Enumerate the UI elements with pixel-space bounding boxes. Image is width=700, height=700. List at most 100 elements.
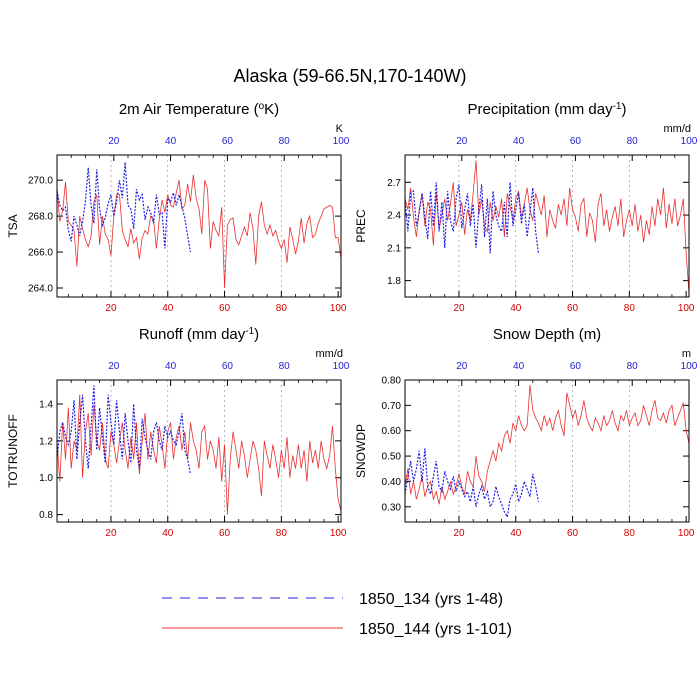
series-line-1850-144	[57, 174, 341, 289]
series-line-1850-134	[405, 448, 540, 519]
y-axis-label-precipitation: PREC	[354, 209, 368, 243]
y-tick-label: 0.70	[382, 401, 402, 412]
panel-snow-depth: Snow Depth (m) m SNOWDP 20 40 60 80 100 20 40 60 80…	[354, 326, 698, 539]
x-tick-label-top: 20	[456, 361, 468, 372]
y-tick-label: 1.4	[39, 399, 53, 410]
series-line-1850-134	[57, 385, 192, 475]
y-tick-label: 266.0	[28, 248, 53, 259]
y-tick-label: 1.8	[387, 276, 401, 287]
x-tick-label-top: 40	[513, 136, 525, 147]
x-tick-label-bottom: 40	[510, 528, 522, 539]
panel-title-precipitation: Precipitation (mm day-1)	[468, 101, 627, 119]
unit-label-air-temperature: K	[336, 123, 344, 135]
x-tick-label-top: 20	[108, 136, 120, 147]
y-tick-label: 0.50	[382, 452, 402, 463]
plot-frame	[404, 379, 690, 523]
unit-label-precipitation: mm/d	[664, 123, 692, 135]
x-tick-label-bottom: 100	[330, 303, 347, 314]
y-tick-label: 0.30	[382, 502, 402, 513]
y-tick-label: 264.0	[28, 284, 53, 295]
unit-label-runoff: mm/d	[316, 348, 344, 360]
x-tick-label-bottom: 60	[219, 528, 231, 539]
panel-title-sup: -1	[245, 326, 254, 337]
panel-title-main: Snow Depth (m)	[493, 326, 601, 343]
x-tick-label-top: 20	[108, 361, 120, 372]
panel-title-sup: o	[259, 101, 265, 112]
x-tick-label-bottom: 40	[162, 303, 174, 314]
y-tick-label: 1.0	[39, 473, 53, 484]
series-line-1850-134	[57, 162, 192, 253]
panel-title-snow-depth: Snow Depth (m)	[493, 326, 601, 343]
x-tick-label-top: 80	[627, 361, 639, 372]
panel-title-end: )	[254, 326, 259, 343]
y-axis-label-snow-depth: SNOWDP	[354, 424, 368, 478]
x-tick-label-top: 60	[222, 136, 234, 147]
x-tick-label-top: 60	[570, 136, 582, 147]
y-tick-label: 0.8	[39, 510, 53, 521]
x-tick-label-top: 100	[333, 136, 350, 147]
x-tick-label-bottom: 80	[624, 303, 636, 314]
y-tick-label: 270.0	[28, 176, 53, 187]
panel-precipitation: Precipitation (mm day-1) mm/d PREC 20 40 60 80…	[354, 101, 698, 315]
x-tick-label-bottom: 40	[510, 303, 522, 314]
x-tick-label-top: 60	[570, 361, 582, 372]
y-tick-label: 0.80	[382, 376, 402, 387]
series-line-1850-134	[405, 182, 540, 254]
panel-title-sup: -1	[613, 101, 622, 112]
y-axis-label-air-temperature: TSA	[6, 214, 20, 237]
x-tick-label-top: 40	[165, 361, 177, 372]
x-tick-label-top: 40	[165, 136, 177, 147]
x-tick-label-bottom: 100	[678, 303, 695, 314]
x-tick-label-top: 100	[333, 361, 350, 372]
y-tick-label: 0.60	[382, 426, 402, 437]
series-line-1850-144	[405, 385, 689, 505]
legend-label-1850-144: 1850_144 (yrs 1-101)	[359, 621, 512, 638]
y-tick-label: 1.2	[39, 436, 53, 447]
x-tick-label-bottom: 20	[453, 528, 465, 539]
panel-title-end: K)	[264, 101, 279, 118]
x-tick-label-bottom: 20	[105, 303, 117, 314]
series-line-1850-144	[405, 160, 689, 294]
x-tick-label-bottom: 80	[276, 528, 288, 539]
panel-title-air-temperature: 2m Air Temperature (oK)	[119, 101, 279, 119]
x-tick-label-bottom: 60	[567, 303, 579, 314]
panel-title-end: )	[621, 101, 626, 118]
x-tick-label-bottom: 100	[330, 528, 347, 539]
x-tick-label-bottom: 20	[105, 528, 117, 539]
panel-title-main: Precipitation (mm day	[468, 101, 614, 118]
y-tick-label: 2.7	[387, 178, 401, 189]
x-tick-label-bottom: 80	[276, 303, 288, 314]
series-line-1850-144	[57, 394, 341, 515]
x-tick-label-top: 80	[279, 136, 291, 147]
x-tick-label-bottom: 100	[678, 528, 695, 539]
panel-runoff: Runoff (mm day-1) mm/d TOTRUNOFF 20 40 60 80 10…	[6, 326, 350, 540]
y-axis-label-runoff: TOTRUNOFF	[6, 414, 20, 488]
y-tick-label: 268.0	[28, 212, 53, 223]
panel-air-temperature: 2m Air Temperature (oK) K TSA 20 40 60 80 100 20…	[6, 101, 350, 315]
y-tick-label: 2.1	[387, 243, 401, 254]
x-tick-label-top: 100	[681, 136, 698, 147]
y-tick-label: 0.40	[382, 477, 402, 488]
y-tick-label: 2.4	[387, 211, 401, 222]
x-tick-label-top: 80	[627, 136, 639, 147]
panel-title-main: Runoff (mm day	[139, 326, 246, 343]
x-tick-label-top: 40	[513, 361, 525, 372]
panel-title-runoff: Runoff (mm day-1)	[139, 326, 259, 344]
x-tick-label-bottom: 40	[162, 528, 174, 539]
x-tick-label-top: 20	[456, 136, 468, 147]
figure-title: Alaska (59-66.5N,170-140W)	[233, 66, 466, 86]
x-tick-label-bottom: 60	[567, 528, 579, 539]
plot-frame	[56, 379, 342, 523]
legend: 1850_134 (yrs 1-48) 1850_144 (yrs 1-101)	[162, 591, 512, 638]
x-tick-label-bottom: 80	[624, 528, 636, 539]
x-tick-label-bottom: 20	[453, 303, 465, 314]
x-tick-label-top: 100	[681, 361, 698, 372]
x-tick-label-top: 60	[222, 361, 234, 372]
x-tick-label-bottom: 60	[219, 303, 231, 314]
plot-frame	[56, 154, 342, 298]
panels-group: 2m Air Temperature (oK) K TSA 20 40 60 80 100 20…	[6, 101, 698, 540]
x-tick-label-top: 80	[279, 361, 291, 372]
panel-title-main: 2m Air Temperature (	[119, 101, 259, 118]
unit-label-snow-depth: m	[682, 348, 691, 360]
